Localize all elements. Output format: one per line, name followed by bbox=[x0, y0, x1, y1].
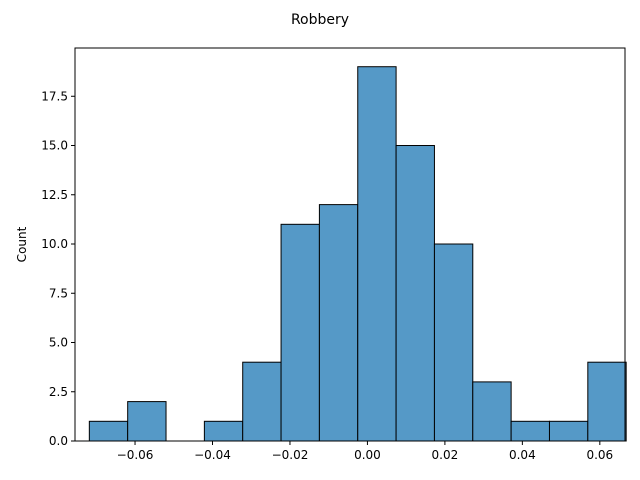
x-tick-label-1: −0.04 bbox=[194, 448, 231, 462]
histogram-bar-10 bbox=[472, 381, 512, 442]
histogram-bar-0 bbox=[88, 420, 129, 442]
histogram-bar-3 bbox=[203, 420, 244, 442]
chart-title: Robbery bbox=[291, 12, 349, 28]
x-tick-label-6: 0.06 bbox=[586, 448, 613, 462]
histogram-bar-6 bbox=[318, 204, 359, 442]
histogram-bar-13 bbox=[587, 361, 627, 442]
x-axis: −0.06 −0.04 −0.02 0.00 0.02 0.04 0.06 bbox=[117, 441, 613, 462]
x-tick-label-4: 0.02 bbox=[432, 448, 459, 462]
x-tick-label-5: 0.04 bbox=[509, 448, 536, 462]
histogram-bar-7 bbox=[357, 66, 397, 442]
y-tick-label-3: 7.5 bbox=[49, 286, 68, 300]
y-axis-label: Count bbox=[15, 226, 29, 262]
y-tick-label-6: 15.0 bbox=[41, 139, 68, 153]
histogram-bar-9 bbox=[433, 243, 474, 442]
x-tick-label-3: 0.00 bbox=[354, 448, 381, 462]
y-axis: 0.0 2.5 5.0 7.5 10.0 12.5 15.0 17.5 bbox=[41, 89, 75, 448]
y-tick-label-7: 17.5 bbox=[41, 89, 68, 103]
y-tick-label-1: 2.5 bbox=[49, 385, 68, 399]
histogram-bar-1 bbox=[127, 401, 167, 442]
histogram-bar-8 bbox=[395, 145, 435, 442]
y-tick-label-0: 0.0 bbox=[49, 434, 68, 448]
y-tick-label-5: 12.5 bbox=[41, 188, 68, 202]
x-tick-label-2: −0.02 bbox=[272, 448, 309, 462]
histogram-bar-4 bbox=[242, 361, 282, 442]
y-tick-label-2: 5.0 bbox=[49, 336, 68, 350]
histogram-bar-11 bbox=[510, 420, 550, 442]
histogram-bar-5 bbox=[280, 223, 320, 442]
x-tick-label-0: −0.06 bbox=[117, 448, 154, 462]
bars-group bbox=[88, 66, 627, 442]
y-tick-label-4: 10.0 bbox=[41, 237, 68, 251]
histogram-bar-12 bbox=[548, 420, 589, 442]
